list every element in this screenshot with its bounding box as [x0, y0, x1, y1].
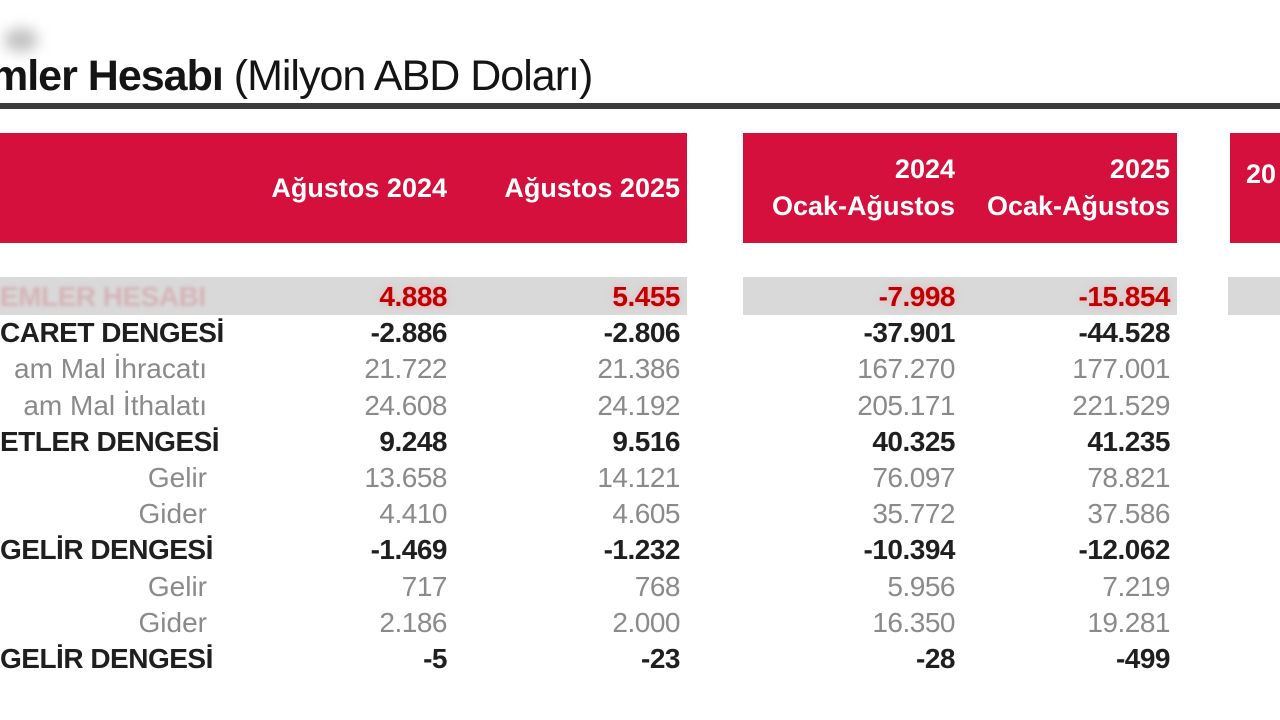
row-label: am Mal İhracatı	[14, 353, 207, 385]
cell-value: -23	[641, 643, 680, 674]
cell-value: 14.121	[597, 462, 680, 493]
row-label: GELİR DENGESİ	[0, 643, 213, 674]
cell-value: 13.658	[364, 462, 447, 493]
cell-value: 5.455	[612, 281, 680, 312]
cell-value: 177.001	[1072, 353, 1170, 385]
cell-value: 2.000	[612, 606, 680, 638]
row-label: ETLER DENGESİ	[0, 425, 220, 457]
cell-value: 21.722	[364, 353, 447, 385]
cell-value: 7.219	[1102, 570, 1170, 602]
cell-value: -37.901	[863, 317, 956, 349]
title-underline	[0, 103, 1280, 109]
column-header-aug-2024: Ağustos 2024	[271, 172, 447, 203]
cell-value: 167.270	[857, 353, 955, 385]
cell-value: -10.394	[863, 534, 956, 566]
cell-value: 76.097	[872, 462, 955, 493]
cell-value: 768	[634, 570, 681, 602]
cell-value: 21.386	[597, 353, 680, 385]
row-label: CARET DENGESİ	[0, 317, 224, 349]
cell-value: -2.886	[370, 317, 448, 349]
cell-value: 78.821	[1087, 462, 1170, 493]
header-period: Ocak-Ağustos	[771, 191, 955, 221]
cell-value: 16.350	[872, 606, 955, 638]
table-row: Gelir 13.658 14.121 76.097 78.821	[0, 460, 1280, 496]
column-header-2025-jan-aug: 2025 Ocak-Ağustos	[987, 133, 1170, 243]
cell-value: 24.192	[597, 389, 680, 421]
title-unit: (Milyon ABD Doları)	[222, 52, 594, 100]
cell-value: 9.248	[379, 425, 447, 457]
cell-value: 9.516	[612, 425, 680, 457]
row-label: Gider	[138, 498, 207, 530]
cropped-artifact-smudge	[4, 28, 38, 52]
cell-value: 35.772	[872, 498, 955, 530]
table-row: CARET DENGESİ -2.886 -2.806 -37.901 -44.528	[0, 315, 1280, 351]
cell-value: -2.806	[603, 317, 681, 349]
table-row: GELİR DENGESİ -5 -23 -28 -499	[0, 641, 1280, 677]
cell-value: -7.998	[878, 281, 956, 312]
cell-value: 5.956	[887, 570, 955, 602]
page-title: mler Hesabı (Milyon ABD Doları)	[0, 52, 594, 100]
cell-value: -12.062	[1078, 534, 1171, 566]
header-period: Ocak-Ağustos	[986, 191, 1170, 221]
cell-value: 4.888	[379, 281, 447, 312]
cell-value: -1.232	[603, 534, 681, 566]
header-block-cropped: 20	[1230, 133, 1280, 243]
cell-value: -44.528	[1078, 317, 1171, 349]
cell-value: 4.605	[612, 498, 680, 530]
header-year: 2025	[1109, 154, 1170, 184]
highlight-band-monthly	[0, 277, 687, 315]
cell-value: 205.171	[857, 389, 955, 421]
table-row: GELİR DENGESİ -1.469 -1.232 -10.394 -12.062	[0, 532, 1280, 568]
header-block-monthly: Ağustos 2024 Ağustos 2025	[0, 133, 687, 243]
header-block-cumulative: 2024 Ocak-Ağustos 2025 Ocak-Ağustos	[743, 133, 1177, 243]
table-row: ETLER DENGESİ 9.248 9.516 40.325 41.235	[0, 424, 1280, 460]
row-label: EMLER HESABI	[0, 281, 206, 312]
title-bold-fragment: mler Hesabı	[0, 52, 224, 100]
cell-value: 37.586	[1087, 498, 1170, 530]
column-header-2024-jan-aug: 2024 Ocak-Ağustos	[772, 133, 955, 243]
cell-value: 4.410	[379, 498, 447, 530]
column-header-aug-2025: Ağustos 2025	[504, 172, 680, 203]
cell-value: -15.854	[1078, 281, 1171, 312]
header-year-fragment: 20	[1246, 159, 1277, 189]
row-label: Gider	[138, 606, 207, 638]
cell-value: 717	[401, 570, 448, 602]
cell-value: 19.281	[1087, 606, 1170, 638]
cell-value: -499	[1115, 643, 1171, 674]
cell-value: 24.608	[364, 389, 447, 421]
table-row: am Mal İthalatı 24.608 24.192 205.171 221.52…	[0, 388, 1280, 424]
table-row: am Mal İhracatı 21.722 21.386 167.270 177.00…	[0, 351, 1280, 387]
highlight-band-cropped	[1228, 277, 1280, 315]
cell-value: -5	[423, 643, 447, 674]
row-label: GELİR DENGESİ	[0, 534, 213, 566]
row-label: am Mal İthalatı	[23, 389, 207, 421]
cell-value: 221.529	[1072, 389, 1170, 421]
header-year: 2024	[894, 154, 955, 184]
table-row: Gider 2.186 2.000 16.350 19.281	[0, 605, 1280, 641]
cell-value: -28	[916, 643, 955, 674]
cell-value: 40.325	[872, 425, 955, 457]
cell-value: 2.186	[379, 606, 447, 638]
highlight-band-cumulative	[743, 277, 1177, 315]
table-row: EMLER HESABI 4.888 5.455 -7.998 -15.854	[0, 279, 1280, 315]
cell-value: -1.469	[370, 534, 448, 566]
row-label: Gelir	[147, 462, 207, 493]
table-row: Gider 4.410 4.605 35.772 37.586	[0, 496, 1280, 532]
cell-value: 41.235	[1087, 425, 1170, 457]
row-label: Gelir	[147, 570, 207, 602]
table-row: Gelir 717 768 5.956 7.219	[0, 569, 1280, 605]
